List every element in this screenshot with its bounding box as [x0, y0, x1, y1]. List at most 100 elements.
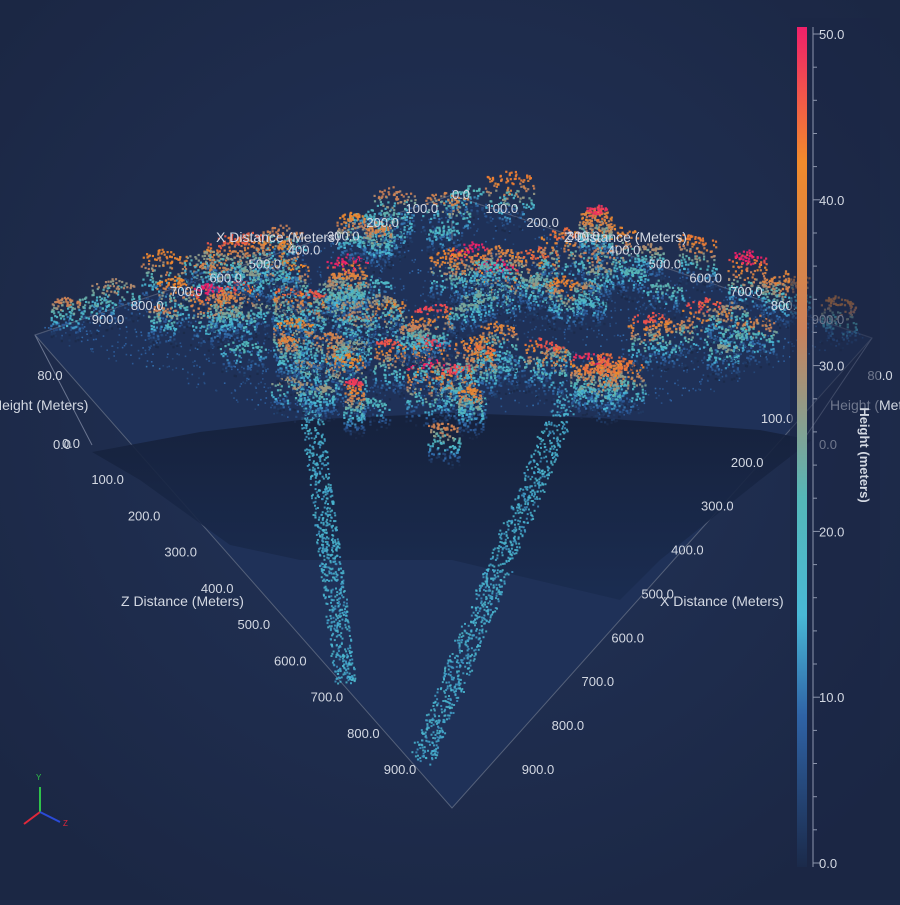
ground-point [563, 331, 566, 334]
building-point [602, 234, 605, 237]
bridge-point [464, 641, 467, 644]
ground-point [707, 332, 710, 334]
ground-point [417, 404, 420, 406]
bridge-point [339, 588, 342, 590]
bridge-point [300, 377, 303, 379]
building-point [378, 347, 381, 350]
bridge-point [332, 599, 335, 602]
building-point [605, 267, 608, 270]
bridge-point [334, 555, 337, 558]
building-point [390, 333, 394, 336]
bridge-point [534, 493, 536, 496]
ground-point [432, 274, 434, 276]
bridge-point [512, 508, 515, 511]
building-point [533, 192, 536, 195]
building-point [397, 307, 400, 310]
bridge-point [473, 649, 476, 652]
ground-point [320, 276, 322, 278]
bridge-point [330, 625, 333, 628]
ground-point [662, 265, 664, 267]
bridge-point [321, 547, 324, 550]
ground-point [332, 394, 335, 397]
bridge-point [514, 540, 517, 543]
ground-point [469, 227, 472, 229]
bridge-point [524, 503, 527, 505]
bridge-point [339, 592, 342, 595]
bridge-point [327, 589, 330, 592]
bridge-point [343, 666, 346, 669]
bridge-point [331, 634, 333, 637]
bridge-point [545, 448, 548, 451]
building-point [498, 211, 501, 214]
ground-point [647, 269, 650, 272]
building-point [613, 280, 616, 283]
ground-point [392, 390, 395, 393]
ground-point [384, 394, 386, 397]
bridge-point [489, 616, 492, 619]
bridge-point [449, 655, 451, 658]
ground-point [433, 247, 436, 250]
bridge-point [337, 540, 340, 543]
building-point [217, 316, 220, 319]
bridge-point [553, 460, 556, 463]
bridge-point [322, 543, 325, 546]
bridge-point [546, 477, 549, 480]
bridge-point [511, 543, 514, 546]
bridge-point [515, 528, 518, 531]
bridge-point [413, 741, 416, 744]
bridge-point [505, 545, 507, 548]
bridge-point [455, 665, 458, 668]
ground-point [145, 365, 148, 368]
ground-point [544, 369, 547, 372]
bridge-point [549, 442, 552, 445]
bridge-point [467, 653, 470, 656]
building-point [532, 218, 535, 221]
ground-point [116, 347, 119, 349]
bridge-point [447, 668, 450, 671]
bridge-point [533, 460, 536, 463]
building-point [495, 209, 498, 212]
ground-point [243, 367, 245, 370]
ground-point [694, 328, 697, 331]
bridge-point [349, 676, 352, 679]
bridge-point [341, 654, 344, 657]
building-point [615, 261, 618, 264]
ground-point [685, 316, 688, 318]
ground-point [151, 322, 154, 324]
bridge-point [505, 534, 508, 537]
bridge-point [514, 512, 517, 515]
ground-point [438, 285, 440, 287]
ground-point [550, 381, 553, 384]
ground-point [170, 319, 172, 321]
ground-point [267, 352, 270, 354]
bridge-point [309, 418, 312, 421]
bridge-point [308, 339, 311, 342]
ground-point [646, 269, 649, 272]
bridge-point [308, 421, 311, 424]
ground-point [167, 340, 170, 342]
bridge-point [524, 479, 527, 482]
bridge-point [341, 618, 344, 621]
ground-point [426, 317, 428, 320]
building-point [512, 310, 515, 313]
ground-point [541, 324, 544, 327]
bridge-point [470, 637, 473, 640]
ground-point [513, 224, 515, 226]
bridge-point [456, 659, 459, 662]
ground-point [650, 327, 652, 330]
bridge-point [327, 486, 330, 489]
bridge-point [317, 518, 320, 521]
bridge-point [305, 427, 308, 430]
building-point [626, 243, 629, 246]
ground-point [249, 382, 252, 385]
building-point [230, 235, 233, 239]
bridge-point [457, 670, 460, 673]
bridge-point [307, 396, 309, 399]
bridge-point [556, 454, 559, 457]
ground-point [86, 339, 89, 341]
bridge-point [533, 481, 536, 484]
ground-point [636, 404, 638, 407]
ground-point [266, 332, 269, 335]
ground-point [278, 251, 281, 254]
bridge-point [500, 570, 503, 573]
